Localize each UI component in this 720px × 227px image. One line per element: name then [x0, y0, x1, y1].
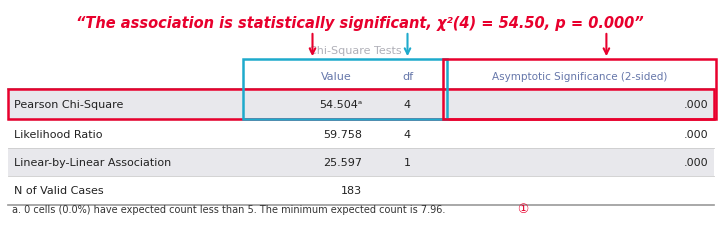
Text: Asymptotic Significance (2-sided): Asymptotic Significance (2-sided)	[492, 72, 667, 82]
Bar	[8, 119, 714, 148]
Text: 4: 4	[404, 100, 411, 109]
Bar	[443, 60, 716, 119]
Bar	[243, 60, 447, 119]
Text: N of Valid Cases: N of Valid Cases	[14, 186, 104, 196]
Bar	[8, 90, 714, 119]
Text: 54.504ᵃ: 54.504ᵃ	[319, 100, 362, 109]
Text: .000: .000	[683, 157, 708, 167]
Text: a. 0 cells (0.0%) have expected count less than 5. The minimum expected count is: a. 0 cells (0.0%) have expected count le…	[12, 204, 446, 214]
Text: “The association is statistically significant, χ²(4) = 54.50, p = 0.000”: “The association is statistically signif…	[76, 16, 644, 31]
Text: Chi-Square Tests: Chi-Square Tests	[309, 46, 401, 56]
Bar	[8, 148, 714, 176]
Text: 25.597: 25.597	[323, 157, 362, 167]
Bar	[8, 176, 714, 205]
Text: 59.758: 59.758	[323, 129, 362, 139]
Text: Linear-by-Linear Association: Linear-by-Linear Association	[14, 157, 171, 167]
Text: Likelihood Ratio: Likelihood Ratio	[14, 129, 102, 139]
Text: ①: ①	[517, 203, 528, 216]
Text: Value: Value	[320, 72, 351, 82]
Text: 183: 183	[341, 186, 362, 196]
Text: .000: .000	[683, 100, 708, 109]
Text: df: df	[402, 72, 413, 82]
Bar	[8, 90, 714, 119]
Text: .000: .000	[683, 129, 708, 139]
Text: Pearson Chi-Square: Pearson Chi-Square	[14, 100, 123, 109]
Text: 1: 1	[404, 157, 411, 167]
Text: 4: 4	[404, 129, 411, 139]
